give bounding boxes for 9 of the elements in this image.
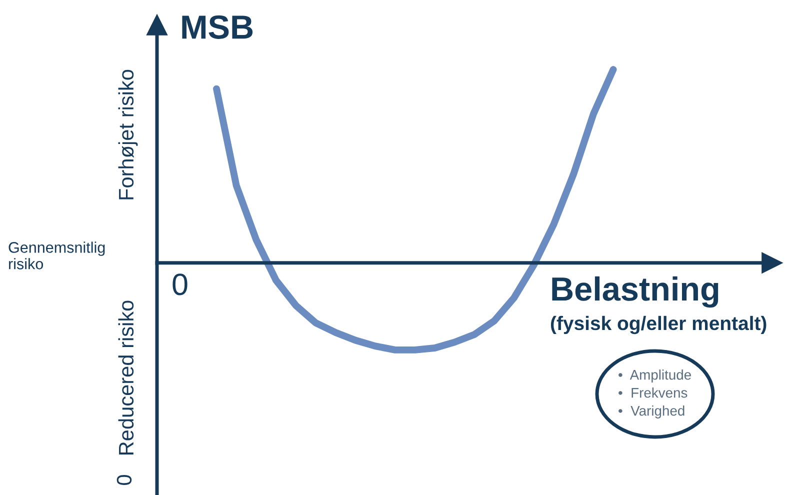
y-axis-title: MSB: [182, 15, 253, 39]
x-axis-title: Belastning: [552, 276, 718, 308]
text: Forhøjet risiko: [118, 70, 138, 200]
text: 0: [116, 475, 132, 485]
text: Gennemsnitlig risiko: [8, 242, 105, 270]
text: Reducered risiko: [118, 300, 134, 454]
annotation: 0: [172, 274, 188, 296]
text: • Amplitude • Frekvens • Varighed: [618, 370, 691, 418]
annotation: (fysisk og/eller mentalt): [550, 316, 766, 334]
